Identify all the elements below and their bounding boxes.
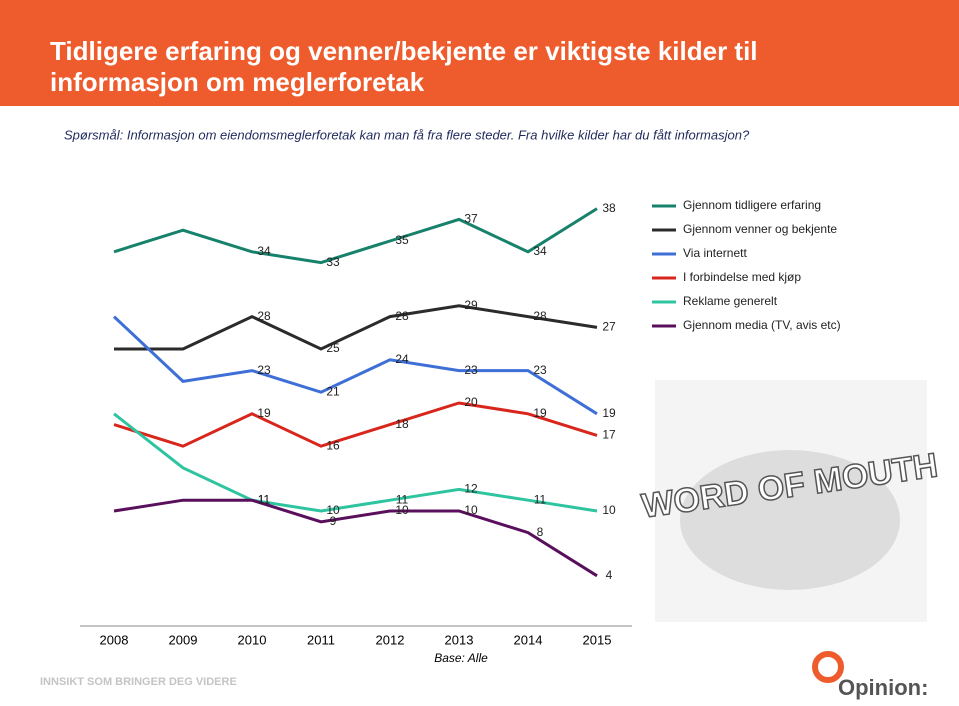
data-label: 10 bbox=[602, 503, 616, 517]
legend-label: Gjennom tidligere erfaring bbox=[683, 198, 821, 212]
data-label: 28 bbox=[395, 309, 409, 323]
data-label: 23 bbox=[464, 363, 478, 377]
data-label: 9 bbox=[330, 514, 337, 528]
illustration: WORD OF MOUTH bbox=[639, 380, 941, 622]
series-line bbox=[113, 412, 598, 513]
logo-mark bbox=[812, 651, 844, 683]
data-label: 20 bbox=[464, 395, 478, 409]
data-label: 16 bbox=[326, 438, 340, 452]
data-label: 35 bbox=[395, 233, 409, 247]
x-tick-label: 2014 bbox=[514, 632, 543, 647]
data-label: 27 bbox=[602, 320, 616, 334]
data-label: 11 bbox=[258, 492, 271, 506]
legend-label: Reklame generelt bbox=[683, 294, 778, 308]
data-label: 37 bbox=[464, 212, 478, 226]
title-line: informasjon om meglerforetak bbox=[50, 67, 425, 97]
x-tick-label: 2012 bbox=[376, 632, 405, 647]
data-label: 34 bbox=[257, 244, 271, 258]
data-label: 19 bbox=[533, 406, 547, 420]
x-tick-label: 2013 bbox=[445, 632, 474, 647]
data-label: 28 bbox=[257, 309, 271, 323]
data-label: 23 bbox=[257, 363, 271, 377]
data-label: 33 bbox=[326, 255, 340, 269]
x-tick-label: 2010 bbox=[238, 632, 267, 647]
question: Spørsmål: Informasjon om eiendomsmeglerf… bbox=[64, 127, 750, 142]
illustration-ring bbox=[680, 450, 900, 590]
data-label: 12 bbox=[464, 482, 478, 496]
title-band bbox=[0, 0, 959, 106]
legend-label: Via internett bbox=[683, 246, 747, 260]
x-tick-label: 2011 bbox=[307, 632, 335, 647]
data-label: 10 bbox=[464, 503, 478, 517]
x-tick-label: 2009 bbox=[169, 632, 198, 647]
data-label: 10 bbox=[395, 503, 409, 517]
data-label: 25 bbox=[326, 341, 340, 355]
data-label: 19 bbox=[257, 406, 271, 420]
data-label: 11 bbox=[396, 492, 409, 506]
data-label: 4 bbox=[606, 568, 613, 582]
logo: Opinion: bbox=[838, 675, 928, 700]
data-label: 21 bbox=[326, 384, 340, 398]
data-label: 11 bbox=[534, 492, 547, 506]
x-tick-label: 2015 bbox=[583, 632, 612, 647]
data-label: 24 bbox=[395, 352, 409, 366]
base-note: Base: Alle bbox=[434, 651, 488, 665]
data-label: 28 bbox=[533, 309, 547, 323]
data-label: 38 bbox=[602, 201, 616, 215]
data-label: 29 bbox=[464, 298, 478, 312]
data-label: 17 bbox=[602, 428, 616, 442]
x-tick-label: 2008 bbox=[100, 632, 129, 647]
legend-label: Gjennom venner og bekjente bbox=[683, 222, 837, 236]
series-line bbox=[112, 315, 598, 416]
data-label: 19 bbox=[602, 406, 616, 420]
data-label: 18 bbox=[395, 417, 409, 431]
series-line bbox=[114, 304, 598, 351]
series-line bbox=[113, 401, 598, 448]
legend-label: I forbindelse med kjøp bbox=[683, 270, 801, 284]
series-line bbox=[113, 498, 598, 578]
legend-label: Gjennom media (TV, avis etc) bbox=[683, 318, 841, 332]
slogan: INNSIKT SOM BRINGER DEG VIDERE bbox=[40, 676, 237, 688]
data-label: 8 bbox=[537, 525, 544, 539]
data-label: 10 bbox=[326, 503, 340, 517]
series-line bbox=[113, 207, 598, 265]
data-label: 34 bbox=[533, 244, 547, 258]
data-label: 23 bbox=[533, 363, 547, 377]
title-line: Tidligere erfaring og venner/bekjente er… bbox=[50, 36, 758, 66]
